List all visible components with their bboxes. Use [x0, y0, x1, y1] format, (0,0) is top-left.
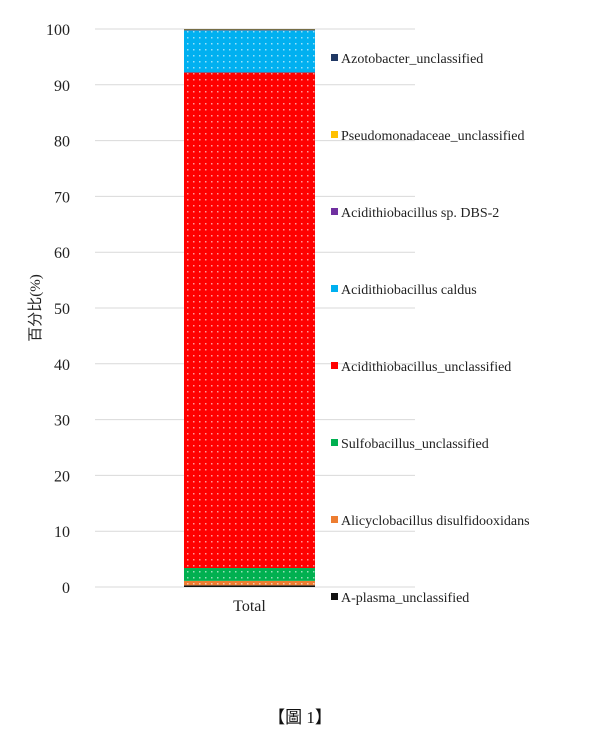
bar-segment-pattern	[184, 585, 315, 587]
legend-swatch	[331, 54, 338, 61]
bar-segment-pattern	[184, 29, 315, 30]
legend-label: Acidithiobacillus_unclassified	[341, 360, 511, 375]
legend-label: Acidithiobacillus caldus	[341, 283, 477, 298]
y-tick-label: 40	[54, 357, 70, 374]
y-tick-label: 100	[46, 22, 70, 39]
y-tick-label: 10	[54, 524, 70, 541]
legend-label: Sulfobacillus_unclassified	[341, 437, 489, 452]
y-axis-label: 百分比(%)	[27, 274, 44, 342]
bar-segment-pattern	[184, 30, 315, 73]
figure-caption: 【圖 1】	[268, 708, 332, 727]
y-tick-label: 90	[54, 78, 70, 95]
y-tick-label: 70	[54, 189, 70, 206]
y-tick-label: 20	[54, 468, 70, 485]
legend-swatch	[331, 208, 338, 215]
legend-swatch	[331, 593, 338, 600]
y-tick-label: 60	[54, 245, 70, 262]
bar-segment-pattern	[184, 72, 315, 569]
legend-label: Azotobacter_unclassified	[341, 52, 483, 67]
legend-swatch	[331, 285, 338, 292]
legend-label: Pseudomonadaceae_unclassified	[341, 129, 525, 144]
bar-segment-pattern	[184, 580, 315, 586]
legend-swatch	[331, 362, 338, 369]
y-tick-label: 30	[54, 413, 70, 430]
legend-swatch	[331, 439, 338, 446]
x-tick-label: Total	[233, 598, 266, 615]
y-tick-label: 50	[54, 301, 70, 318]
y-tick-label: 80	[54, 134, 70, 151]
y-tick-label: 0	[62, 580, 70, 597]
legend-label: A-plasma_unclassified	[341, 591, 469, 606]
legend-swatch	[331, 131, 338, 138]
legend-label: Acidithiobacillus sp. DBS-2	[341, 206, 499, 221]
bar-segment-pattern	[184, 568, 315, 581]
stacked-bar-chart: 0 10 20 30 40 50 60 70 80 90 100 百分比(%) Total A-plasm…	[27, 22, 530, 615]
legend-swatch	[331, 516, 338, 523]
bar-segment-pattern	[184, 29, 315, 31]
legend-label: Alicyclobacillus disulfidooxidans	[341, 514, 530, 529]
